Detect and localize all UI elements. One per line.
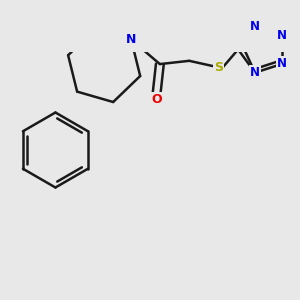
Text: S: S [214, 61, 223, 74]
Text: N: N [126, 33, 136, 46]
Text: N: N [278, 28, 287, 41]
Text: O: O [151, 93, 162, 106]
Text: N: N [250, 20, 260, 33]
Text: N: N [250, 66, 260, 79]
Text: N: N [278, 57, 287, 70]
